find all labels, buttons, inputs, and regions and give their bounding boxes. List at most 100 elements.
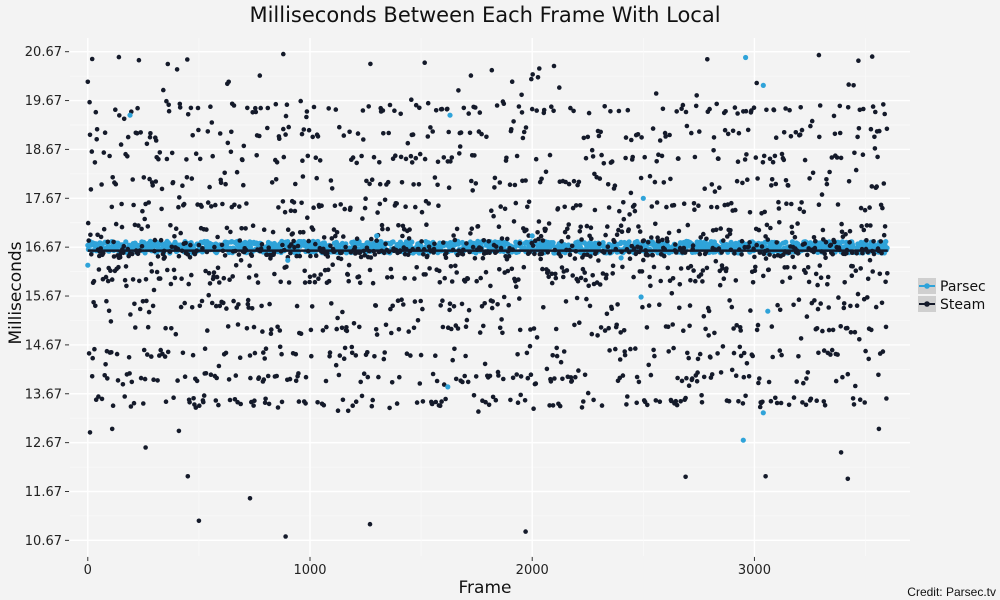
steam-point — [357, 324, 362, 330]
steam-point — [743, 393, 748, 399]
steam-point — [465, 379, 471, 385]
steam-point — [119, 201, 124, 207]
steam-point — [227, 397, 233, 403]
steam-point — [189, 176, 195, 181]
steam-point — [614, 232, 620, 237]
steam-point — [201, 393, 207, 398]
steam-point — [670, 322, 675, 327]
steam-point — [293, 351, 299, 357]
steam-point — [418, 352, 424, 358]
steam-point — [319, 203, 324, 208]
x-axis-label: Frame — [459, 578, 512, 598]
steam-point — [135, 105, 140, 111]
steam-point — [122, 394, 127, 399]
steam-point — [646, 303, 652, 308]
steam-point — [814, 398, 819, 404]
steam-point — [137, 306, 143, 312]
steam-point — [506, 253, 512, 259]
steam-point — [207, 184, 212, 190]
steam-point — [493, 397, 499, 403]
steam-point — [371, 154, 377, 160]
steam-point — [739, 238, 745, 244]
steam-point — [89, 149, 95, 154]
steam-point — [401, 302, 406, 307]
steam-point — [676, 156, 681, 161]
steam-point — [587, 303, 593, 309]
steam-point — [701, 314, 707, 319]
steam-point — [579, 237, 584, 242]
steam-point — [253, 273, 259, 278]
steam-point — [501, 376, 506, 382]
steam-point — [275, 405, 281, 410]
steam-point — [436, 203, 441, 208]
steam-point — [772, 253, 777, 259]
steam-point — [146, 200, 151, 205]
steam-point — [116, 54, 122, 60]
steam-point — [272, 271, 277, 277]
steam-point — [121, 243, 127, 249]
steam-point — [876, 372, 881, 378]
steam-point — [85, 79, 91, 85]
steam-point — [113, 107, 118, 112]
steam-point — [798, 105, 803, 110]
steam-point — [838, 324, 843, 329]
steam-point — [121, 116, 127, 122]
steam-point — [665, 238, 670, 244]
steam-point — [675, 375, 680, 381]
steam-point — [109, 426, 115, 432]
steam-point — [104, 298, 109, 304]
steam-point — [720, 266, 725, 271]
steam-point — [824, 181, 830, 187]
steam-point — [94, 127, 100, 132]
steam-point — [740, 401, 746, 406]
steam-point — [398, 111, 404, 117]
steam-point — [688, 278, 693, 283]
steam-point — [756, 380, 761, 386]
steam-point — [575, 278, 581, 284]
steam-point — [412, 276, 417, 281]
steam-point — [348, 205, 353, 211]
steam-point — [582, 372, 588, 378]
parsec-point — [760, 410, 766, 416]
steam-point — [157, 276, 163, 281]
steam-point — [253, 109, 259, 115]
steam-point — [521, 129, 527, 135]
steam-point — [110, 175, 115, 180]
steam-point — [368, 255, 374, 260]
steam-point — [605, 224, 610, 229]
steam-point — [706, 308, 712, 314]
steam-point — [498, 204, 504, 209]
steam-point — [694, 379, 700, 384]
steam-point — [213, 303, 219, 309]
steam-point — [397, 374, 402, 380]
steam-point — [773, 395, 778, 401]
steam-point — [154, 269, 160, 275]
steam-point — [153, 179, 159, 184]
steam-point — [666, 230, 672, 236]
steam-point — [224, 306, 229, 311]
y-tick-label: 17.67 — [25, 192, 62, 207]
steam-point — [750, 280, 756, 285]
steam-point — [789, 224, 795, 230]
steam-point — [635, 132, 641, 137]
steam-point — [289, 242, 294, 247]
steam-point — [499, 317, 504, 322]
steam-point — [457, 151, 462, 156]
steam-point — [649, 204, 655, 209]
steam-point — [849, 273, 855, 279]
steam-point — [707, 106, 712, 112]
steam-point — [518, 392, 523, 398]
steam-point — [127, 371, 132, 376]
steam-point — [638, 245, 643, 250]
steam-point — [763, 234, 768, 239]
steam-point — [656, 152, 661, 157]
steam-point — [511, 119, 516, 124]
steam-point — [773, 135, 779, 140]
steam-point — [475, 224, 481, 229]
steam-point — [302, 268, 308, 274]
steam-point — [595, 333, 600, 338]
steam-point — [711, 135, 717, 140]
steam-point — [815, 306, 821, 312]
steam-point — [801, 209, 807, 215]
steam-point — [567, 252, 573, 258]
